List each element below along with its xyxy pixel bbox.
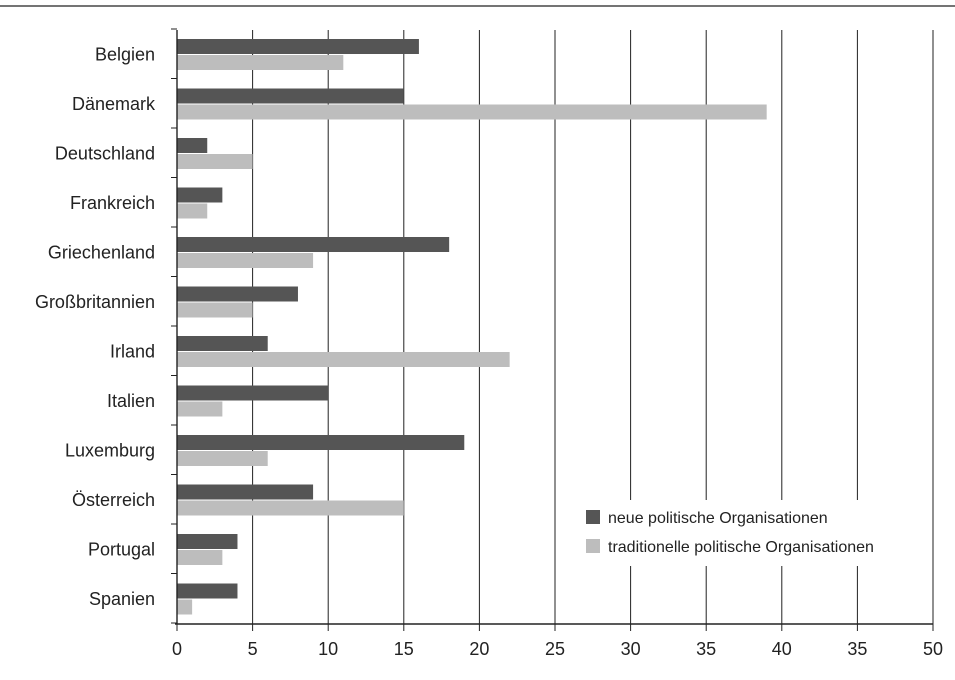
x-tick-label: 20 [469,639,489,659]
bar-neue [177,138,208,153]
bar-traditionelle [177,154,253,169]
legend-swatch [586,510,600,524]
bar-neue [177,385,329,401]
category-label: Portugal [88,540,155,560]
bar-neue [177,435,465,450]
x-tick-label: 35 [696,639,716,659]
category-label: Österreich [72,490,155,510]
bar-traditionelle [177,302,253,318]
x-tick-label: 15 [394,639,414,659]
category-label: Deutschland [55,144,155,164]
bar-traditionelle [177,104,767,120]
category-label: Spanien [89,589,155,609]
category-label: Luxemburg [65,441,155,461]
bar-neue [177,484,314,500]
bar-neue [177,88,404,104]
legend-background [578,500,908,566]
bar-neue [177,187,223,203]
bar-traditionelle [177,599,193,615]
x-tick-label: 50 [923,639,943,659]
category-label: Frankreich [70,193,155,213]
bar-traditionelle [177,55,344,70]
category-label: Griechenland [48,243,155,263]
bar-traditionelle [177,451,268,466]
category-label: Dänemark [72,94,156,114]
x-tick-label: 0 [172,639,182,659]
x-tick-label: 30 [621,639,641,659]
category-label: Belgien [95,45,155,65]
x-tick-label: 35 [847,639,867,659]
bar-traditionelle [177,401,223,417]
category-label: Italien [107,391,155,411]
legend-swatch [586,539,600,553]
bar-traditionelle [177,203,208,219]
bar-traditionelle [177,352,510,367]
legend-label: traditionelle politische Organisationen [608,539,874,556]
x-tick-label: 10 [318,639,338,659]
bar-traditionelle [177,550,223,565]
x-tick-label: 25 [545,639,565,659]
category-label: Irland [110,342,155,362]
category-label: Großbritannien [35,292,155,312]
bar-traditionelle [177,500,404,516]
bar-neue [177,534,238,549]
bar-traditionelle [177,253,314,268]
x-tick-label: 40 [772,639,792,659]
bar-neue [177,336,268,351]
x-tick-label: 5 [248,639,258,659]
bar-neue [177,39,419,54]
bar-neue [177,237,450,252]
legend-label: neue politische Organisationen [608,510,828,527]
bar-neue [177,286,298,302]
bar-neue [177,583,238,599]
